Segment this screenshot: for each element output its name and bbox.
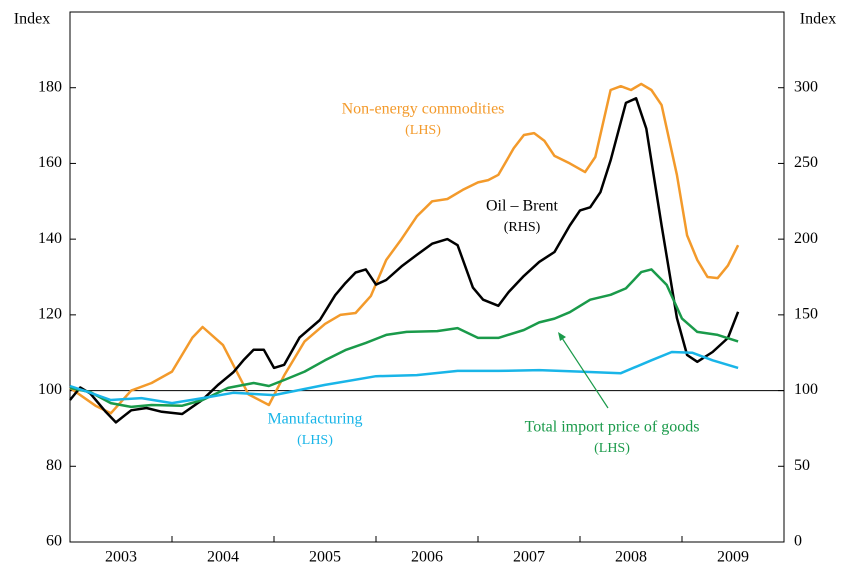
annotation-arrow: [561, 337, 609, 409]
y2-tick-label: 50: [794, 457, 810, 474]
series-label: Total import price of goods: [525, 419, 700, 436]
series-note: (LHS): [297, 433, 333, 448]
y2-tick-label: 300: [794, 78, 818, 95]
x-tick-label: 2007: [513, 549, 545, 566]
y2-tick-label: 200: [794, 230, 818, 247]
y2-tick-label: 250: [794, 154, 818, 171]
y-axis-label: Index: [14, 11, 50, 28]
series-note: (RHS): [504, 220, 541, 235]
series-label: Non-energy commodities: [342, 101, 505, 118]
series-line: [69, 268, 739, 409]
y-tick-label: 140: [38, 230, 62, 247]
y-tick-label: 180: [38, 78, 62, 95]
y2-tick-label: 150: [794, 306, 818, 323]
y-tick-label: 80: [46, 457, 62, 474]
x-tick-label: 2004: [207, 549, 239, 566]
y2-tick-label: 100: [794, 381, 818, 398]
y-tick-label: 100: [38, 381, 62, 398]
annotation-arrowhead: [558, 332, 566, 341]
y-tick-label: 60: [46, 533, 62, 550]
plot-frame: [69, 11, 785, 543]
series-line: [69, 350, 739, 405]
x-tick-label: 2003: [105, 549, 137, 566]
series-label: Manufacturing: [267, 411, 362, 428]
x-tick-label: 2006: [411, 549, 443, 566]
y-tick-label: 160: [38, 154, 62, 171]
series-note: (LHS): [594, 441, 630, 456]
y-tick-label: 120: [38, 306, 62, 323]
x-tick-label: 2008: [615, 549, 647, 566]
x-tick-label: 2005: [309, 549, 341, 566]
series-line: [69, 97, 740, 424]
series-label: Oil – Brent: [486, 198, 559, 215]
y2-axis-label: Index: [800, 11, 836, 28]
x-tick-label: 2009: [717, 549, 749, 566]
series-line: [69, 82, 740, 415]
series-note: (LHS): [405, 123, 441, 138]
y2-tick-label: 0: [794, 533, 802, 550]
